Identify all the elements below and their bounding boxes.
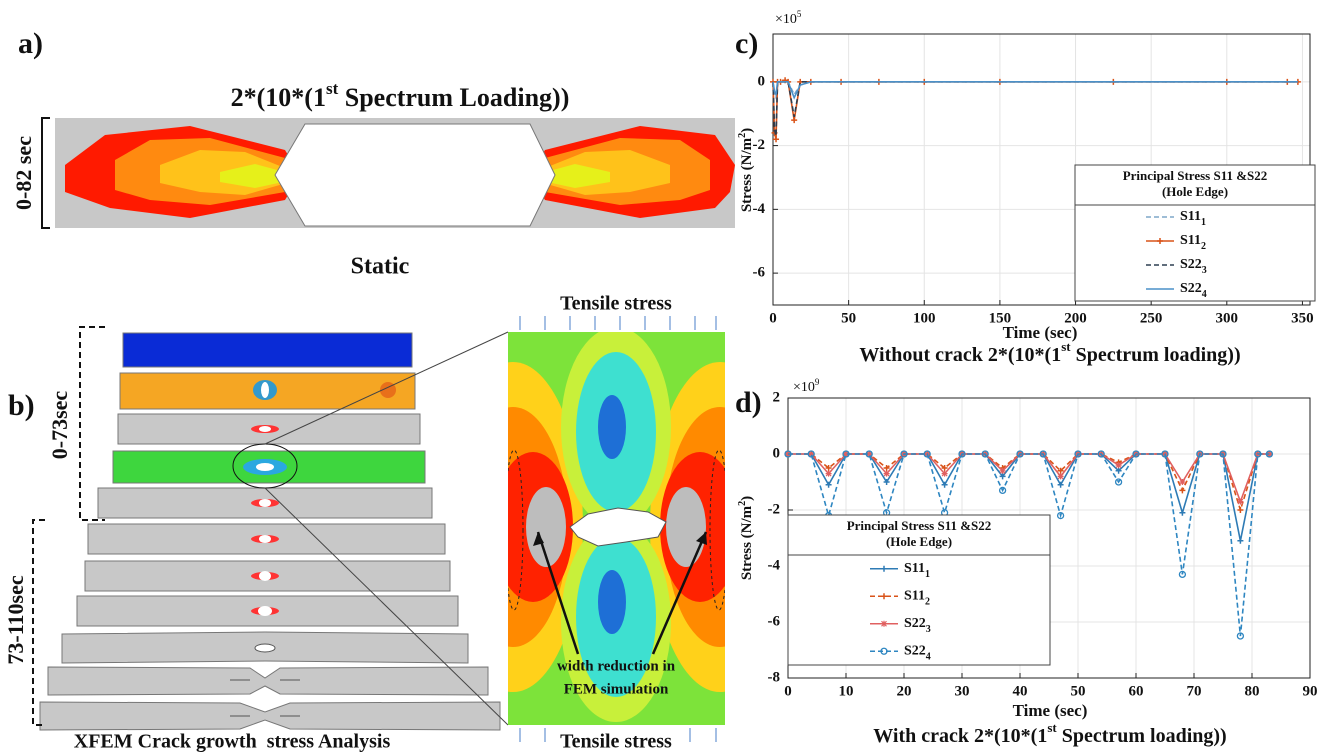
x-tick-label: 10 — [839, 683, 854, 699]
legend-title: (Hole Edge) — [886, 534, 952, 549]
x-tick-label: 80 — [1245, 683, 1260, 699]
x-tick-label: 100 — [913, 310, 936, 326]
y-axis-label: Stress (N/m2) — [737, 496, 756, 580]
text-part: Without crack 2*(10*(1 — [859, 344, 1061, 366]
x-tick-label: 0 — [769, 310, 777, 326]
axis-multiplier: ×109 — [793, 377, 820, 395]
y-tick-label: -2 — [768, 501, 781, 517]
x-tick-label: 300 — [1216, 310, 1239, 326]
legend-name: S22 — [904, 616, 926, 631]
text-part: ×10 — [793, 380, 815, 395]
figure: a) 2*(10*(1st Spectrum Loading)) 0-82 se… — [0, 0, 1326, 752]
legend-title: Principal Stress S11 &S22 — [847, 518, 992, 533]
text-part: With crack 2*(10*(1 — [873, 725, 1047, 747]
panel-title: 2*(10*(1st Spectrum Loading)) — [231, 79, 570, 112]
x-tick-label: 0 — [784, 683, 792, 699]
time-label: 0-82 sec — [11, 136, 36, 210]
legend-name: S11 — [1180, 233, 1201, 248]
legend-title: (Hole Edge) — [1162, 184, 1228, 199]
panel-caption: XFEM Crack growth stress Analysis — [74, 731, 391, 752]
time-label: 73-110sec — [3, 575, 28, 664]
panel-label: b) — [8, 389, 35, 422]
y-axis-label: Stress (N/m2) — [737, 128, 756, 212]
legend-subscript: 4 — [1202, 289, 1207, 300]
x-tick-label: 350 — [1291, 310, 1314, 326]
panel-label: c) — [735, 27, 758, 60]
legend-subscript: 3 — [1202, 265, 1207, 276]
axis-multiplier: ×105 — [775, 9, 802, 27]
marker — [1179, 479, 1185, 485]
text-part: ) — [739, 496, 755, 501]
legend-name: S11 — [904, 561, 925, 576]
x-tick-label: 50 — [1071, 683, 1086, 699]
y-tick-label: 0 — [758, 73, 766, 89]
annotation: FEM simulation — [564, 681, 669, 697]
marker — [1058, 473, 1064, 479]
legend-subscript: 4 — [926, 651, 931, 662]
text-part: ) — [739, 128, 755, 133]
text-part: ×10 — [775, 12, 797, 27]
y-tick-label: -4 — [768, 557, 781, 573]
panel-caption: Static — [351, 254, 410, 280]
y-tick-label: 0 — [773, 445, 781, 461]
page: { "figure": { "a": {"label": "a)", "titl… — [0, 0, 1326, 752]
marker — [881, 621, 887, 627]
time-label: 0-73sec — [47, 391, 72, 460]
legend-name: S22 — [1180, 257, 1202, 272]
x-tick-label: 70 — [1187, 683, 1202, 699]
legend-title: Principal Stress S11 &S22 — [1123, 168, 1268, 183]
x-tick-label: 250 — [1140, 310, 1163, 326]
text-part: 2*(10*(1 — [231, 83, 326, 112]
text-part: Spectrum loading)) — [1071, 344, 1241, 366]
x-tick-label: 50 — [841, 310, 856, 326]
annotation: width reduction in — [557, 658, 676, 674]
legend-name: S11 — [904, 588, 925, 603]
marker — [942, 471, 948, 477]
legend-subscript: 2 — [1201, 241, 1206, 252]
y-tick-label: -6 — [753, 265, 766, 281]
marker — [1237, 499, 1243, 505]
marker — [826, 471, 832, 477]
marker — [1000, 468, 1006, 474]
x-tick-label: 90 — [1303, 683, 1318, 699]
x-tick-label: 20 — [897, 683, 912, 699]
text-part: Spectrum Loading)) — [338, 83, 569, 112]
marker — [884, 471, 890, 477]
bracket — [42, 118, 50, 228]
chart-caption: Without crack 2*(10*(1st Spectrum loadin… — [859, 339, 1240, 365]
legend-name: S22 — [904, 643, 926, 658]
y-tick-label: -6 — [768, 613, 781, 629]
x-tick-label: 30 — [955, 683, 970, 699]
load-label: Tensile stress — [560, 293, 672, 315]
legend-subscript: 1 — [1201, 217, 1206, 228]
text-part: 9 — [815, 377, 820, 387]
text-part: Stress (N/m — [739, 137, 755, 212]
text-part: Stress (N/m — [739, 505, 755, 580]
marker — [1116, 462, 1122, 468]
y-tick-label: 2 — [773, 389, 781, 405]
x-tick-label: 60 — [1129, 683, 1144, 699]
panel-label: d) — [735, 386, 762, 419]
legend-subscript: 2 — [925, 596, 930, 607]
x-tick-label: 40 — [1013, 683, 1028, 699]
text-part: 5 — [797, 9, 802, 19]
panel-label: a) — [18, 27, 43, 60]
text-part: Spectrum loading)) — [1057, 725, 1227, 747]
legend-name: S11 — [1180, 209, 1201, 224]
load-label: Tensile stress — [560, 731, 672, 752]
legend-subscript: 3 — [926, 624, 931, 635]
legend-name: S22 — [1180, 281, 1202, 296]
stress-contour — [65, 124, 735, 226]
bracket — [33, 520, 45, 725]
x-axis-label: Time (sec) — [1013, 701, 1088, 720]
legend-subscript: 1 — [925, 569, 930, 580]
chart-caption: With crack 2*(10*(1st Spectrum loading)) — [873, 720, 1226, 746]
text-part: st — [326, 79, 339, 98]
y-tick-label: -8 — [768, 669, 781, 685]
